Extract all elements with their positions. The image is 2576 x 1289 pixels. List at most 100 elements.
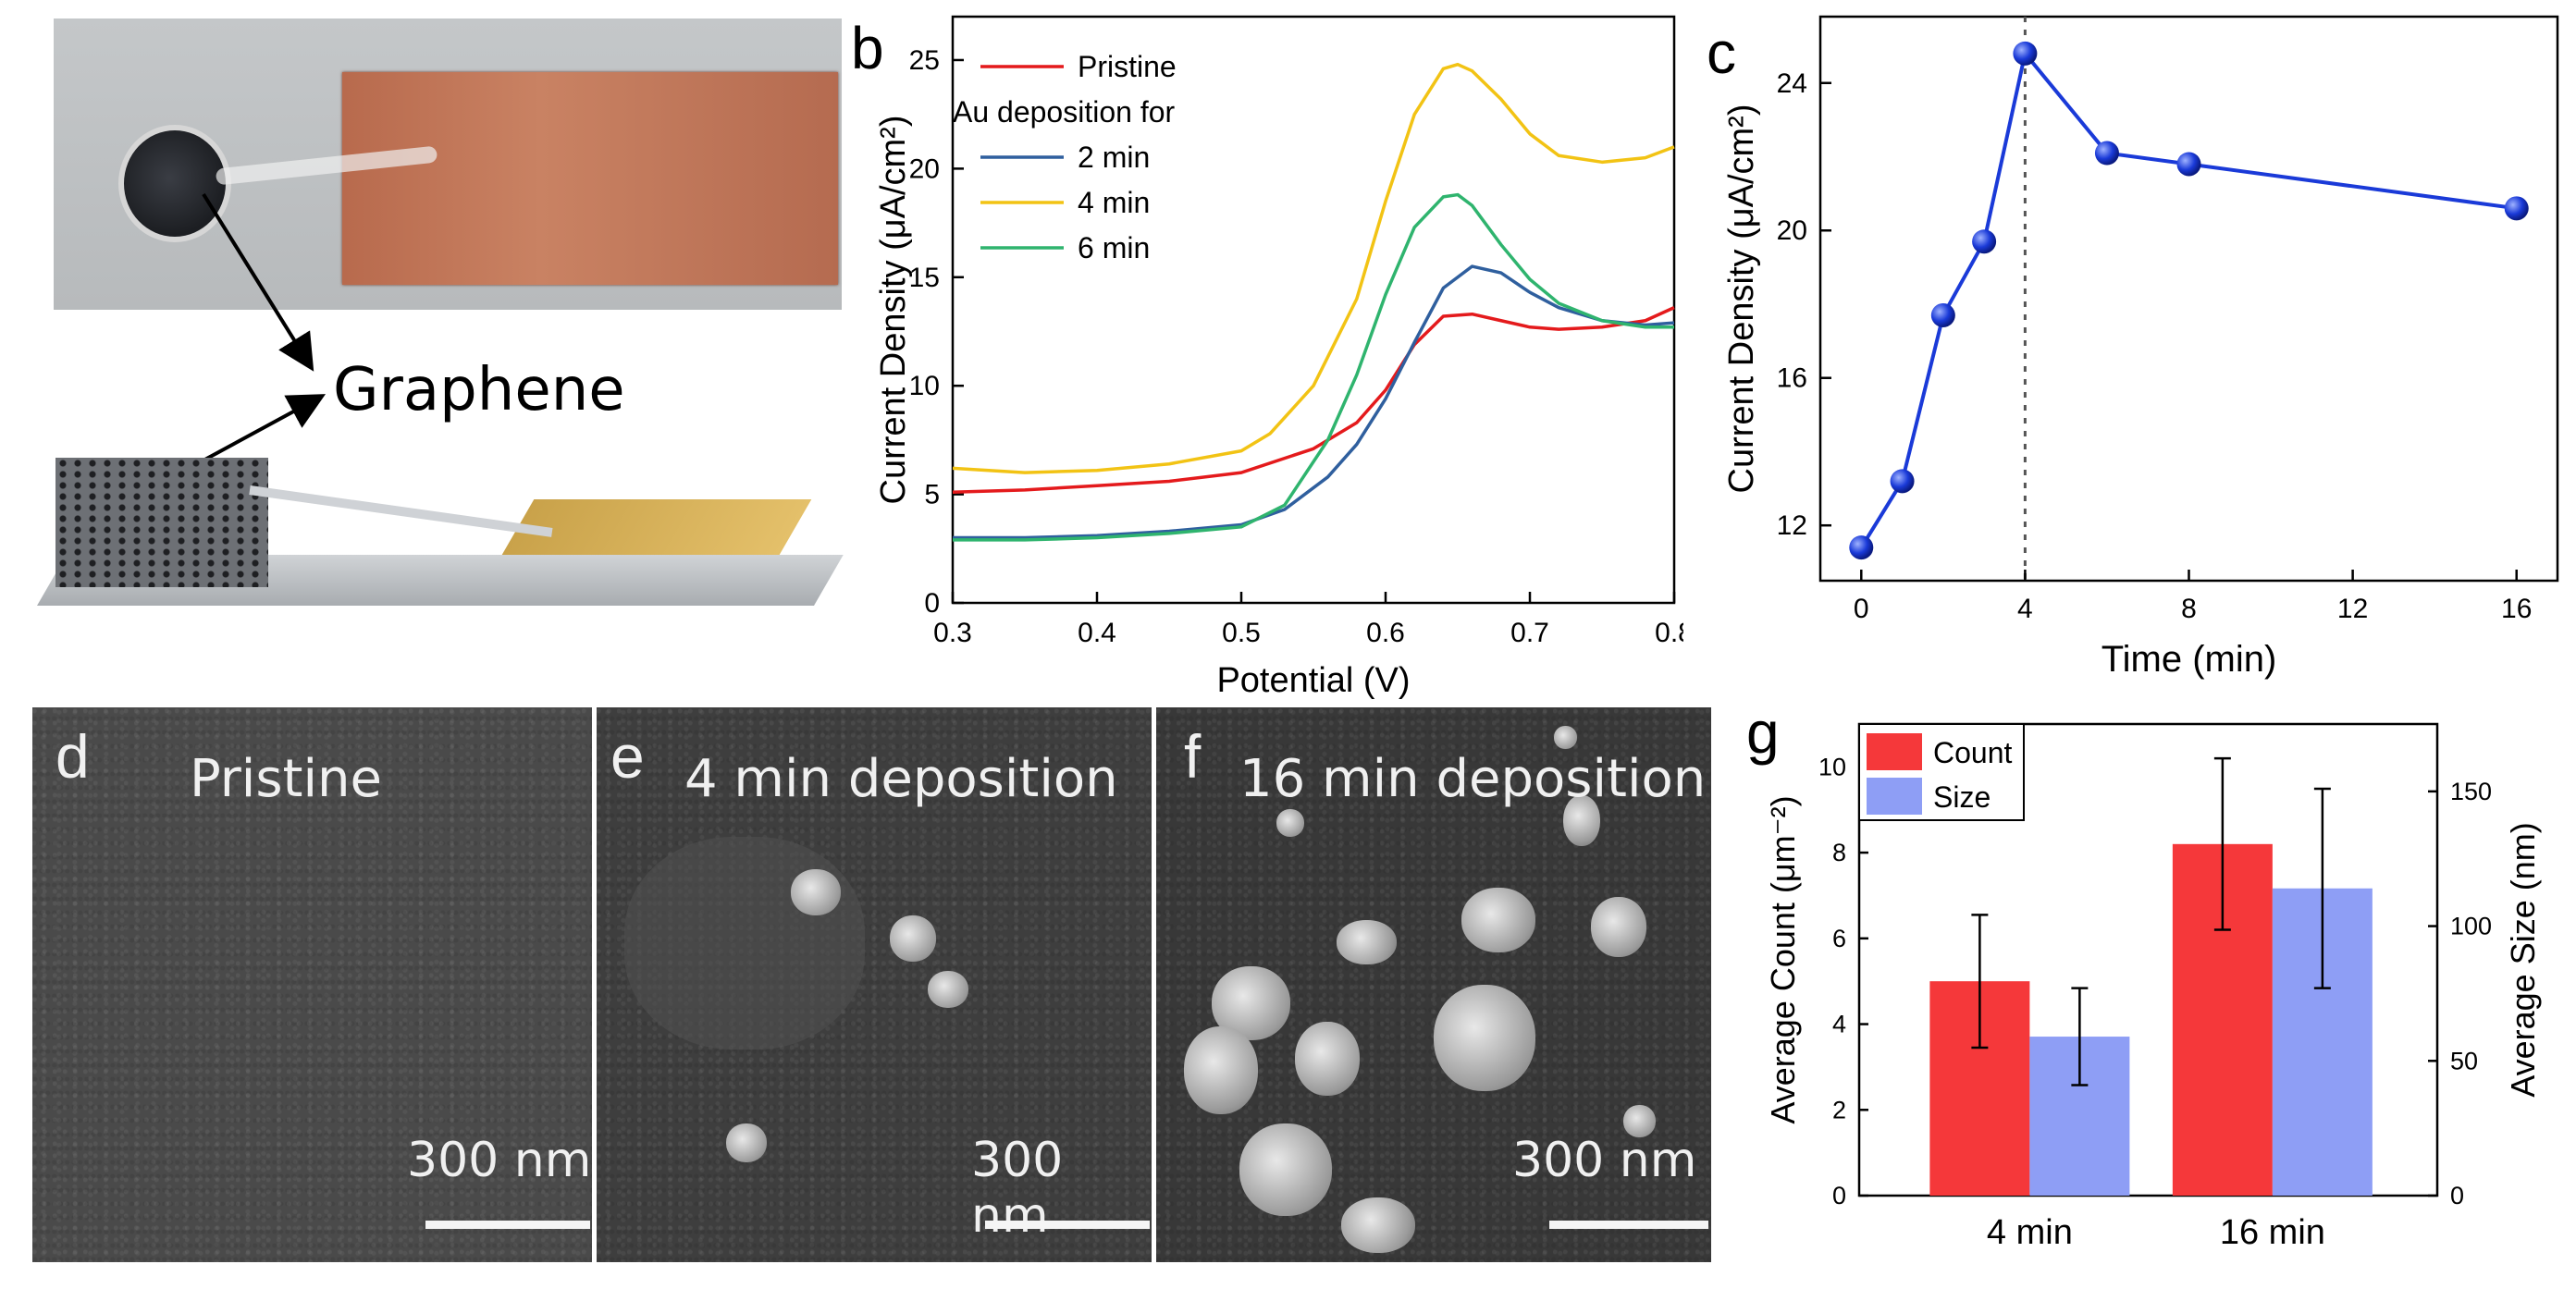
nanoparticle — [726, 1123, 767, 1162]
scale-label: 300 nm — [971, 1133, 1064, 1244]
legend-label: 4 min — [1078, 186, 1150, 219]
panel-label-b: b — [851, 15, 884, 81]
x-tick-label: 0 — [1854, 594, 1869, 624]
nanoparticle — [791, 869, 841, 915]
nanoparticle — [1295, 1022, 1360, 1096]
connector-wire — [249, 485, 553, 537]
nanoparticle — [928, 971, 968, 1008]
legend-header: Au deposition for — [953, 95, 1176, 129]
sem-image-pristine: d Pristine 300 nm — [32, 707, 592, 1262]
y2-tick-label: 150 — [2450, 778, 2492, 805]
nanoparticle — [1276, 809, 1304, 837]
y-tick-label: 5 — [924, 480, 940, 510]
x-tick-label: 0.7 — [1510, 618, 1549, 648]
nanoparticle — [1563, 795, 1600, 846]
legend-label: 2 min — [1078, 141, 1150, 174]
plot-frame — [951, 15, 1676, 605]
sem-image-4min: e 4 min deposition 300 nm — [597, 707, 1152, 1262]
series-line-2-min — [953, 264, 1675, 540]
legend-label: Size — [1933, 780, 1991, 814]
nanoparticle — [1337, 920, 1397, 964]
panel-c: c 0 4 8 12 16 12 16 20 24 Time (min) Current Densi… — [1683, 0, 2576, 703]
series-line-4-min — [952, 62, 1675, 474]
panel-a: a Graphene — [0, 0, 851, 684]
plot-frame — [1818, 15, 2559, 583]
arrow-photo — [202, 192, 314, 372]
y-tick-label: 0 — [924, 588, 940, 619]
x-tick-label: 0.5 — [1222, 618, 1261, 648]
scale-label: 300 nm — [1512, 1133, 1697, 1188]
nanoparticle — [1623, 1105, 1656, 1137]
legend-swatch — [1867, 778, 1922, 815]
data-point — [2013, 41, 2038, 66]
plot-frame — [1857, 722, 2439, 1197]
substrate-blob — [624, 837, 865, 1050]
y-tick-label: 20 — [1777, 215, 1807, 246]
data-point — [1972, 229, 1997, 254]
sem-title: 16 min deposition — [1239, 749, 1707, 809]
panel-b: b 0.3 0.4 0.5 0.6 0.7 0.8 0 5 10 15 20 25 Potential … — [851, 0, 1683, 703]
y-tick-label: 0 — [1832, 1182, 1846, 1209]
y-tick-label: 8 — [1832, 839, 1846, 866]
legend-swatch — [1867, 733, 1922, 770]
y-tick-label: 4 — [1832, 1011, 1846, 1038]
nanoparticle — [1434, 985, 1535, 1091]
x-tick-label: 4 — [2017, 594, 2033, 624]
data-point — [1849, 535, 1874, 560]
x-tick-label: 16 — [2501, 594, 2532, 624]
panel-label-d: d — [55, 722, 90, 791]
nanoparticle — [1554, 726, 1577, 749]
x-axis-label: Potential (V) — [1216, 661, 1410, 700]
nanoparticle — [890, 915, 936, 962]
nanoparticle — [1591, 897, 1646, 957]
y-axis-label: Average Count (μm⁻²) — [1764, 795, 1802, 1123]
y2-axis-label: Average Size (nm) — [2504, 822, 2542, 1097]
graphene-label: Graphene — [333, 356, 625, 424]
y-tick-label: 6 — [1832, 925, 1846, 952]
y-tick-label: 16 — [1777, 363, 1807, 394]
cv-chart: 0.3 0.4 0.5 0.6 0.7 0.8 0 5 10 15 20 25 Potential (V… — [874, 15, 1683, 700]
y2-tick-label: 50 — [2450, 1047, 2478, 1074]
nanoparticle — [1184, 1026, 1258, 1114]
copper-strip — [342, 72, 838, 285]
graphene-block — [55, 458, 268, 587]
time-chart: 0 4 8 12 16 12 16 20 24 Time (min) Current Density… — [1722, 15, 2559, 680]
legend-label: 6 min — [1078, 231, 1150, 264]
scale-bar — [1549, 1221, 1708, 1229]
panel-label-g: g — [1746, 699, 1780, 766]
scale-label: 300 nm — [407, 1133, 592, 1188]
sem-texture — [32, 707, 592, 1262]
data-point — [1890, 469, 1915, 494]
panel-label-c: c — [1707, 19, 1736, 86]
data-point — [2176, 152, 2201, 177]
y-tick-label: 10 — [909, 371, 940, 401]
x-tick-label: 0.3 — [933, 618, 972, 648]
x-tick-label: 0.6 — [1366, 618, 1405, 648]
sem-title: 4 min deposition — [684, 749, 1118, 809]
y2-tick-label: 100 — [2450, 913, 2492, 940]
y-tick-label: 25 — [909, 45, 940, 76]
data-point — [2504, 196, 2529, 221]
category-label: 16 min — [2220, 1213, 2325, 1252]
x-tick-label: 8 — [2181, 594, 2197, 624]
x-axis-label: Time (min) — [2101, 639, 2277, 680]
y-tick-label: 15 — [909, 263, 940, 293]
electrode-photo — [54, 18, 842, 310]
scale-bar — [985, 1221, 1150, 1229]
data-point — [2094, 141, 2119, 166]
nanoparticle — [1461, 888, 1535, 952]
y-axis-label: Current Density (μA/cm²) — [874, 116, 913, 505]
sem-title: Pristine — [190, 749, 383, 809]
y-axis-label: Current Density (μA/cm²) — [1722, 104, 1761, 494]
electrode-schematic — [37, 448, 844, 624]
series-line — [1859, 49, 2517, 549]
data-point — [1930, 302, 1955, 327]
legend-label: Pristine — [1078, 50, 1177, 83]
panel-label-e: e — [610, 722, 645, 791]
y-tick-label: 2 — [1832, 1096, 1846, 1123]
y-tick-label: 20 — [909, 153, 940, 184]
x-tick-label: 0.8 — [1655, 618, 1683, 648]
y2-tick-label: 0 — [2450, 1182, 2464, 1209]
y-tick-label: 12 — [1777, 510, 1807, 541]
